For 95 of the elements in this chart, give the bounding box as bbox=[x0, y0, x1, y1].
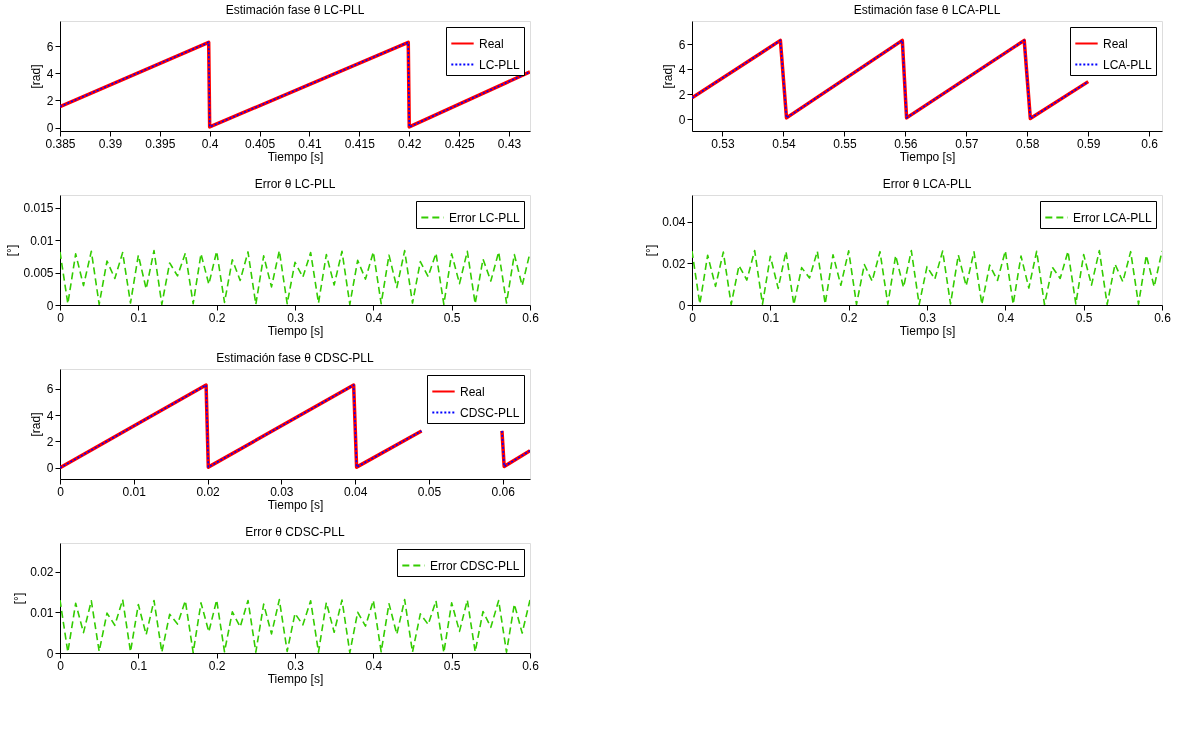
y-axis-title: [°] bbox=[5, 244, 20, 257]
x-axis-title: Tiempo [s] bbox=[899, 149, 956, 164]
x-tick-label: 0.3 bbox=[287, 658, 305, 673]
y-tick-label: 0 bbox=[678, 112, 686, 127]
x-tick-label: 0.385 bbox=[45, 136, 76, 151]
y-axis-title: [rad] bbox=[28, 412, 43, 437]
y-tick-label: 2 bbox=[46, 93, 54, 108]
x-tick-label: 0.39 bbox=[98, 136, 123, 151]
chart-title: Error θ CDSC-PLL bbox=[245, 525, 345, 539]
y-tick-label: 2 bbox=[46, 434, 54, 449]
y-tick-label: 6 bbox=[46, 382, 54, 397]
legend-label: Real bbox=[1103, 36, 1128, 51]
x-axis-title: Tiempo [s] bbox=[267, 497, 324, 512]
x-tick-label: 0.6 bbox=[1141, 136, 1159, 151]
x-tick-label: 0.04 bbox=[343, 484, 368, 499]
y-tick-label: 0.01 bbox=[30, 605, 54, 620]
legend-label: CDSC-PLL bbox=[460, 405, 520, 420]
x-tick-label: 0.415 bbox=[344, 136, 376, 151]
x-tick-label: 0.405 bbox=[245, 136, 276, 151]
y-axis-title: [rad] bbox=[28, 64, 43, 89]
x-tick-label: 0.5 bbox=[443, 310, 461, 325]
x-tick-label: 0.56 bbox=[894, 136, 918, 151]
x-tick-label: 0.05 bbox=[417, 484, 442, 499]
x-tick-label: 0.5 bbox=[1075, 310, 1093, 325]
x-tick-label: 0 bbox=[57, 658, 65, 673]
x-tick-label: 0.6 bbox=[522, 658, 540, 673]
y-tick-label: 0 bbox=[678, 298, 686, 313]
y-tick-label: 0 bbox=[46, 298, 54, 313]
x-tick-label: 0.43 bbox=[497, 136, 522, 151]
x-tick-label: 0.1 bbox=[130, 310, 148, 325]
x-tick-label: 0.03 bbox=[270, 484, 294, 499]
x-tick-label: 0.5 bbox=[443, 658, 461, 673]
x-tick-label: 0.02 bbox=[196, 484, 221, 499]
x-tick-label: 0.41 bbox=[298, 136, 322, 151]
y-tick-label: 0.02 bbox=[30, 565, 54, 580]
legend-label: LCA-PLL bbox=[1103, 57, 1153, 72]
y-axis-title: [°] bbox=[644, 244, 659, 257]
x-tick-label: 0.4 bbox=[365, 310, 383, 325]
y-tick-label: 0.04 bbox=[662, 215, 686, 230]
y-tick-label: 0.015 bbox=[23, 201, 54, 216]
y-tick-label: 6 bbox=[678, 37, 686, 52]
chart-title: Estimación fase θ LC-PLL bbox=[225, 3, 365, 17]
x-tick-label: 0.2 bbox=[840, 310, 858, 325]
x-tick-label: 0.3 bbox=[287, 310, 305, 325]
x-tick-label: 0.395 bbox=[145, 136, 176, 151]
legend-label: Error CDSC-PLL bbox=[430, 558, 520, 573]
y-tick-label: 0.01 bbox=[30, 233, 54, 248]
chart-title: Error θ LCA-PLL bbox=[882, 177, 972, 191]
chart-title: Estimación fase θ CDSC-PLL bbox=[216, 351, 375, 365]
x-tick-label: 0.42 bbox=[398, 136, 422, 151]
x-tick-label: 0.1 bbox=[130, 658, 148, 673]
y-tick-label: 0 bbox=[46, 121, 54, 136]
x-axis-title: Tiempo [s] bbox=[267, 323, 324, 338]
x-tick-label: 0.4 bbox=[997, 310, 1015, 325]
y-tick-label: 4 bbox=[46, 408, 54, 423]
x-tick-label: 0.2 bbox=[208, 310, 226, 325]
x-tick-label: 0.1 bbox=[762, 310, 780, 325]
x-tick-label: 0.53 bbox=[711, 136, 735, 151]
x-tick-label: 0 bbox=[689, 310, 697, 325]
x-tick-label: 0.425 bbox=[444, 136, 475, 151]
x-tick-label: 0.58 bbox=[1016, 136, 1040, 151]
x-tick-label: 0.55 bbox=[833, 136, 857, 151]
x-tick-label: 0.3 bbox=[919, 310, 937, 325]
legend-label: Error LCA-PLL bbox=[1073, 210, 1153, 225]
y-tick-label: 0.005 bbox=[23, 266, 54, 281]
x-axis-title: Tiempo [s] bbox=[267, 149, 324, 164]
x-axis-title: Tiempo [s] bbox=[899, 323, 956, 338]
y-axis-title: [rad] bbox=[660, 64, 675, 89]
x-tick-label: 0.2 bbox=[208, 658, 226, 673]
legend-label: LC-PLL bbox=[479, 57, 521, 72]
chart-title: Estimación fase θ LCA-PLL bbox=[853, 3, 1001, 17]
y-tick-label: 0.02 bbox=[662, 256, 686, 271]
x-tick-label: 0.59 bbox=[1077, 136, 1101, 151]
y-tick-label: 4 bbox=[46, 66, 54, 81]
x-tick-label: 0.6 bbox=[522, 310, 540, 325]
y-tick-label: 0 bbox=[46, 646, 54, 661]
x-axis-title: Tiempo [s] bbox=[267, 671, 324, 686]
chart-title: Error θ LC-PLL bbox=[254, 177, 336, 191]
x-tick-label: 0.6 bbox=[1154, 310, 1172, 325]
y-tick-label: 4 bbox=[678, 62, 686, 77]
x-tick-label: 0.06 bbox=[491, 484, 516, 499]
x-tick-label: 0.4 bbox=[365, 658, 383, 673]
legend-label: Real bbox=[460, 384, 485, 399]
y-tick-label: 2 bbox=[678, 87, 686, 102]
legend-label: Real bbox=[479, 36, 504, 51]
x-tick-label: 0 bbox=[57, 310, 65, 325]
y-axis-title: [°] bbox=[12, 592, 27, 605]
y-tick-label: 6 bbox=[46, 39, 54, 54]
x-tick-label: 0.01 bbox=[122, 484, 147, 499]
x-tick-label: 0.4 bbox=[201, 136, 219, 151]
x-tick-label: 0.54 bbox=[772, 136, 796, 151]
x-tick-label: 0 bbox=[57, 484, 65, 499]
legend-label: Error LC-PLL bbox=[449, 210, 521, 225]
y-tick-label: 0 bbox=[46, 461, 54, 476]
x-tick-label: 0.57 bbox=[955, 136, 979, 151]
